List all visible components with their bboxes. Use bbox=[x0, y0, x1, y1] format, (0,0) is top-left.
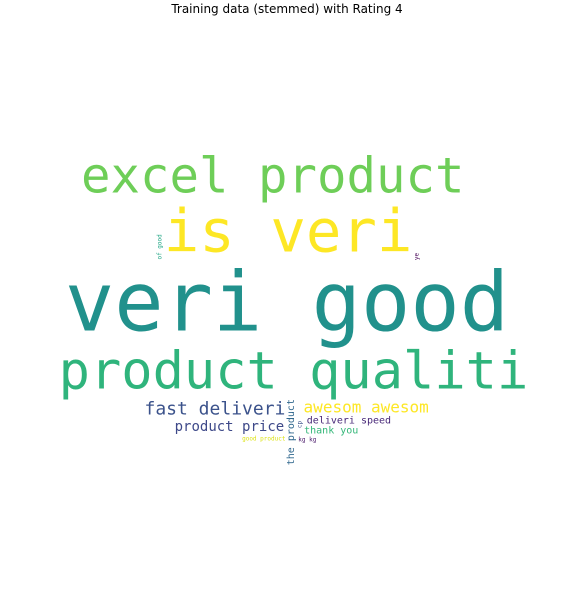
cloud-word: deliveri speed bbox=[307, 415, 391, 426]
cloud-word: fast deliveri bbox=[145, 398, 286, 419]
cloud-word: ye bbox=[414, 253, 421, 261]
cloud-word: product qualiti bbox=[59, 341, 529, 401]
cloud-word: the product bbox=[286, 399, 297, 465]
cloud-word: excel product bbox=[81, 147, 465, 204]
chart-title: Training data (stemmed) with Rating 4 bbox=[171, 2, 403, 16]
cloud-word: kg kg bbox=[298, 436, 316, 443]
cloud-word: thank you bbox=[304, 426, 358, 437]
cloud-word: cp bbox=[296, 421, 303, 429]
cloud-word: veri good bbox=[65, 256, 509, 351]
cloud-word: good product bbox=[242, 435, 286, 442]
cloud-word: of good bbox=[156, 234, 163, 260]
cloud-word: awesom awesom bbox=[304, 397, 429, 416]
cloud-word: product price bbox=[175, 419, 285, 435]
cloud-word: is veri bbox=[164, 196, 413, 265]
